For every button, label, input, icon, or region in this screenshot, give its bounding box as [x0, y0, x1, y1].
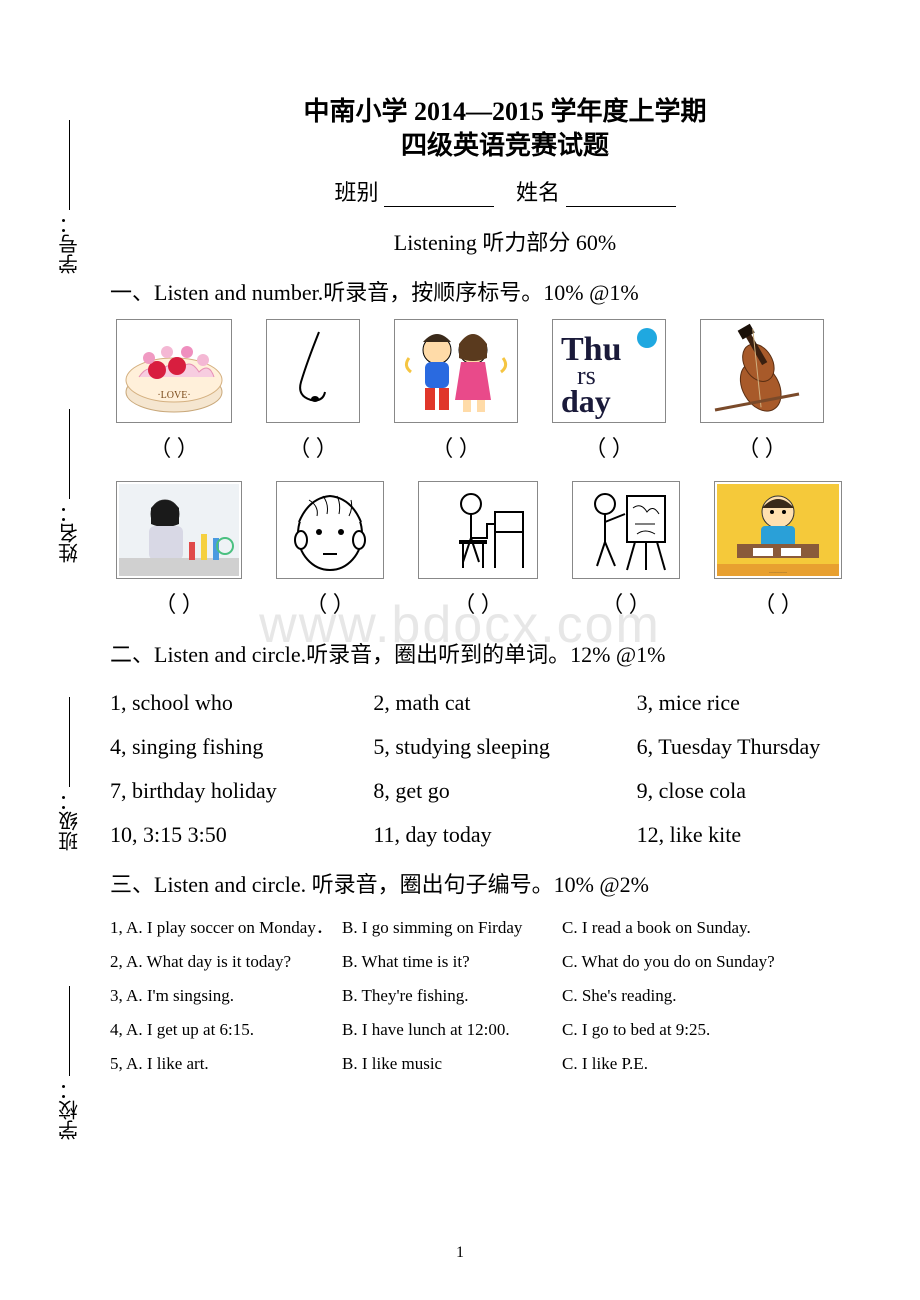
- word-cell: 9, close cola: [637, 769, 900, 813]
- paren-slot[interactable]: （ ）: [116, 587, 242, 619]
- image-nose: [266, 319, 360, 423]
- sent-cell: C. She's reading.: [562, 979, 900, 1013]
- word-row: 4, singing fishing 5, studying sleeping …: [110, 725, 900, 769]
- sent-cell: C. I like P.E.: [562, 1047, 900, 1081]
- word-cell: 12, like kite: [637, 813, 900, 857]
- sent-cell: 2, A. What day is it today?: [110, 945, 342, 979]
- side-name-label: 姓名：: [56, 503, 85, 563]
- paren-slot[interactable]: （ ）: [552, 431, 666, 463]
- sent-cell: C. I go to bed at 9:25.: [562, 1013, 900, 1047]
- paren-slot[interactable]: （ ）: [116, 431, 232, 463]
- sent-cell: C. I read a book on Sunday.: [562, 911, 900, 945]
- word-row: 10, 3:15 3:50 11, day today 12, like kit…: [110, 813, 900, 857]
- side-id-label: 学号：: [56, 214, 85, 274]
- sent-row: 5, A. I like art. B. I like music C. I l…: [110, 1047, 900, 1081]
- side-name[interactable]: 姓名：: [35, 409, 105, 563]
- sent-row: 1, A. I play soccer on Monday． B. I go s…: [110, 911, 900, 945]
- side-school-label: 学校：: [56, 1080, 85, 1140]
- section2-title: 二、Listen and circle.听录音，圈出听到的单词。12% @1%: [110, 637, 900, 669]
- sent-cell: B. What time is it?: [342, 945, 562, 979]
- name-input[interactable]: [566, 185, 676, 207]
- svg-text:………: ………: [769, 569, 787, 575]
- sent-row: 2, A. What day is it today? B. What time…: [110, 945, 900, 979]
- sent-cell: B. I have lunch at 12:00.: [342, 1013, 562, 1047]
- image-sitting: [418, 481, 538, 579]
- word-cell: 8, get go: [373, 769, 636, 813]
- section3-title: 三、Listen and circle. 听录音，圈出句子编号。10% @2%: [110, 867, 900, 899]
- sent-cell: B. I like music: [342, 1047, 562, 1081]
- listening-header: Listening 听力部分 60%: [110, 225, 900, 257]
- svg-text:day: day: [561, 383, 611, 419]
- sent-cell: B. They're fishing.: [342, 979, 562, 1013]
- image-children: [394, 319, 518, 423]
- word-cell: 10, 3:15 3:50: [110, 813, 373, 857]
- num-row-1: （ ） （ ） （ ） （ ） （ ）: [110, 431, 900, 463]
- sent-cell: 5, A. I like art.: [110, 1047, 342, 1081]
- word-cell: 1, school who: [110, 681, 373, 725]
- content: 中南小学 2014—2015 学年度上学期 四级英语竞赛试题 班别 姓名 Lis…: [110, 95, 900, 1081]
- word-cell: 4, singing fishing: [110, 725, 373, 769]
- sent-cell: B. I go simming on Firday: [342, 911, 562, 945]
- image-row-1: ·LOVE·: [110, 319, 900, 423]
- section2-body: 1, school who 2, math cat 3, mice rice 4…: [110, 681, 900, 857]
- class-input[interactable]: [384, 185, 494, 207]
- sent-row: 4, A. I get up at 6:15. B. I have lunch …: [110, 1013, 900, 1047]
- word-cell: 11, day today: [373, 813, 636, 857]
- side-school[interactable]: 学校：: [35, 986, 105, 1140]
- image-boy-desk: ………: [714, 481, 842, 579]
- side-class-label: 班级：: [56, 791, 85, 851]
- image-face: [276, 481, 384, 579]
- name-label: 姓名: [516, 180, 560, 205]
- sent-cell: 3, A. I'm singsing.: [110, 979, 342, 1013]
- sent-cell: C. What do you do on Sunday?: [562, 945, 900, 979]
- sent-cell: 4, A. I get up at 6:15.: [110, 1013, 342, 1047]
- word-row: 1, school who 2, math cat 3, mice rice: [110, 681, 900, 725]
- title-line-2: 四级英语竞赛试题: [401, 131, 609, 160]
- sent-row: 3, A. I'm singsing. B. They're fishing. …: [110, 979, 900, 1013]
- word-cell: 7, birthday holiday: [110, 769, 373, 813]
- word-cell: 3, mice rice: [637, 681, 900, 725]
- paren-slot[interactable]: （ ）: [394, 431, 518, 463]
- word-row: 7, birthday holiday 8, get go 9, close c…: [110, 769, 900, 813]
- image-cake: ·LOVE·: [116, 319, 232, 423]
- image-thursday: Thu rs day: [552, 319, 666, 423]
- paren-slot[interactable]: （ ）: [714, 587, 842, 619]
- paren-slot[interactable]: （ ）: [418, 587, 538, 619]
- side-id[interactable]: 学号：: [35, 120, 105, 274]
- num-row-2: （ ） （ ） （ ） （ ） （ ）: [110, 587, 900, 619]
- section1-title: 一、Listen and number.听录音，按顺序标号。10% @1%: [110, 275, 900, 307]
- info-line: 班别 姓名: [110, 175, 900, 207]
- paren-slot[interactable]: （ ）: [276, 587, 384, 619]
- sent-cell: 1, A. I play soccer on Monday．: [110, 911, 342, 945]
- side-labels: 学校： 班级： 姓名： 学号：: [35, 120, 105, 1140]
- image-painting: [572, 481, 680, 579]
- page-number: 1: [456, 1244, 464, 1262]
- image-teacher: [116, 481, 242, 579]
- svg-text:·LOVE·: ·LOVE·: [157, 390, 190, 401]
- section3-body: 1, A. I play soccer on Monday． B. I go s…: [110, 911, 900, 1081]
- word-cell: 2, math cat: [373, 681, 636, 725]
- class-label: 班别: [334, 180, 378, 205]
- page-title: 中南小学 2014—2015 学年度上学期 四级英语竞赛试题: [110, 95, 900, 163]
- title-line-1: 中南小学 2014—2015 学年度上学期: [303, 97, 706, 126]
- paren-slot[interactable]: （ ）: [700, 431, 824, 463]
- word-cell: 6, Tuesday Thursday: [637, 725, 900, 769]
- side-class[interactable]: 班级：: [35, 697, 105, 851]
- image-violin: [700, 319, 824, 423]
- paren-slot[interactable]: （ ）: [266, 431, 360, 463]
- image-row-2: ………: [110, 481, 900, 579]
- paren-slot[interactable]: （ ）: [572, 587, 680, 619]
- word-cell: 5, studying sleeping: [373, 725, 636, 769]
